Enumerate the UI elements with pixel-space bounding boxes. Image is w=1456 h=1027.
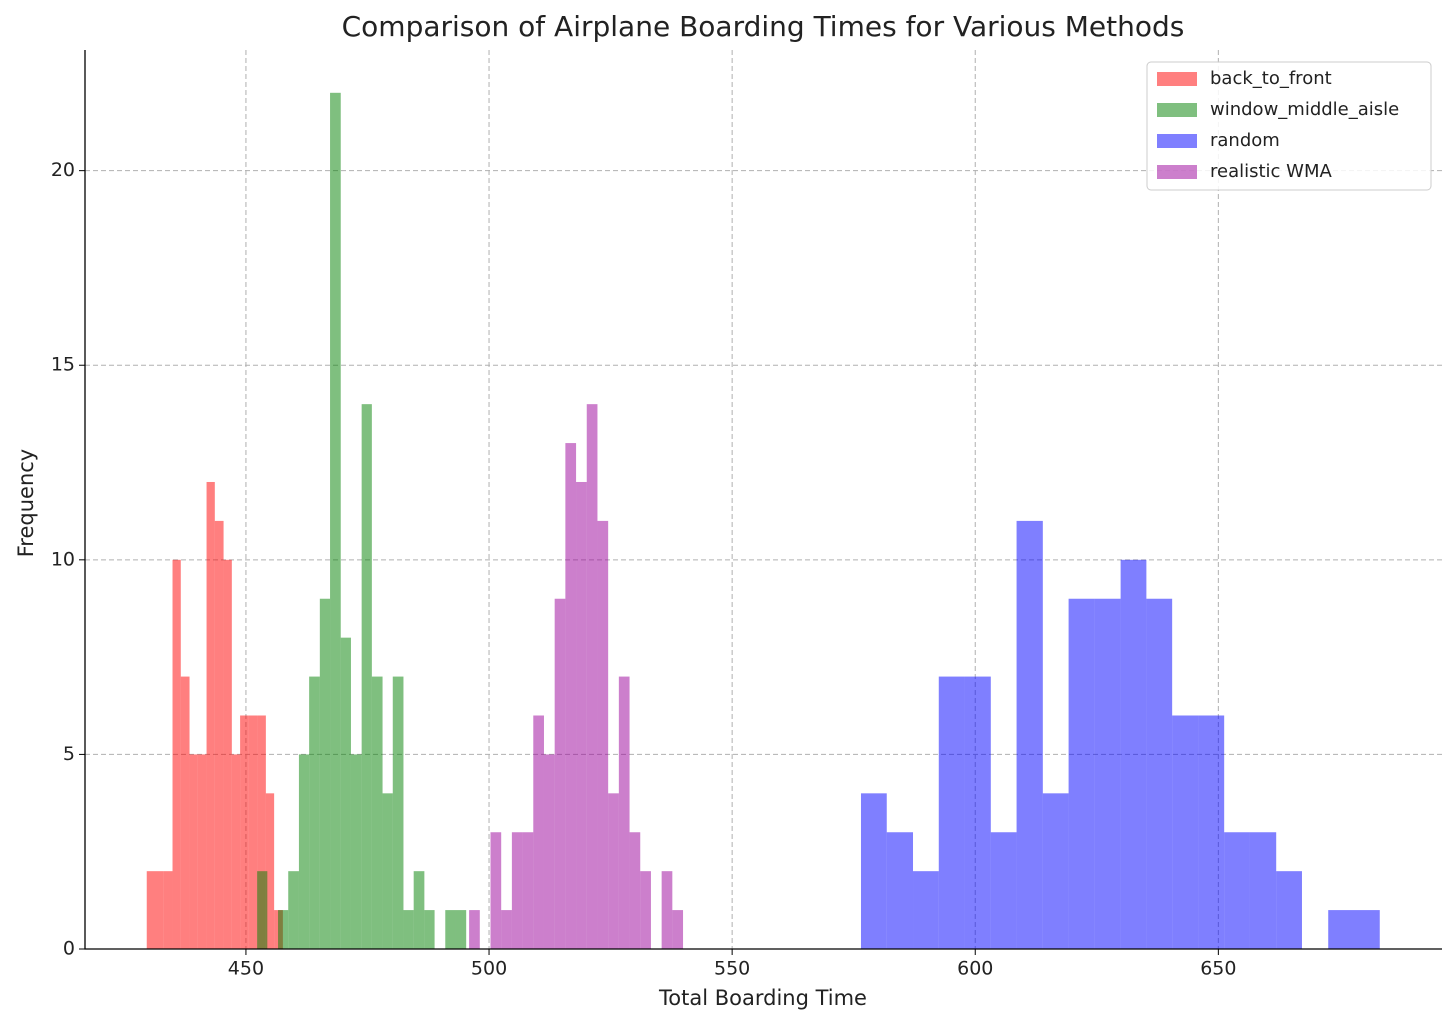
bar (424, 910, 435, 949)
bar (163, 871, 173, 949)
bar (309, 676, 320, 949)
bar (490, 832, 502, 949)
bar (265, 793, 275, 949)
axes-frame (84, 50, 1442, 950)
bar (1328, 910, 1354, 949)
x-axis-label: Total Boarding Time (658, 986, 867, 1010)
bar (586, 404, 598, 950)
y-tick-label: 5 (63, 743, 75, 765)
bar (392, 676, 404, 949)
bar (1120, 559, 1147, 949)
bar (330, 92, 341, 950)
legend-label: realistic WMA (1210, 161, 1332, 182)
bar (197, 754, 207, 949)
bar (278, 910, 289, 949)
bar (146, 871, 156, 949)
legend-box (1146, 61, 1432, 191)
bar (511, 832, 523, 949)
bar (533, 715, 544, 949)
bar (350, 754, 362, 949)
bar (913, 871, 939, 949)
y-axis-label: Frequency (14, 449, 38, 558)
bar (938, 676, 965, 949)
bar (1068, 598, 1095, 949)
y-tick-label: 10 (51, 548, 75, 570)
legend-label: random (1210, 130, 1280, 151)
bar (597, 520, 609, 949)
bar (1198, 715, 1225, 949)
bar (1353, 910, 1380, 949)
series (257, 92, 467, 950)
x-tick-label: 550 (714, 958, 750, 980)
legend-swatch (1157, 165, 1197, 179)
bar (298, 754, 310, 949)
bar (522, 832, 534, 949)
bar (223, 559, 232, 949)
bar (257, 715, 266, 949)
bar (608, 793, 619, 949)
legend-swatch (1157, 134, 1197, 148)
bar (155, 871, 164, 949)
bar (554, 598, 566, 949)
bar (288, 871, 299, 949)
x-tick-label: 450 (228, 958, 264, 980)
series (469, 404, 684, 950)
bar (445, 910, 456, 949)
bar (640, 871, 651, 949)
bar (403, 910, 414, 949)
bar (180, 676, 190, 949)
bar (1172, 715, 1199, 949)
bar (860, 793, 887, 949)
legend-label: window_middle_aisle (1210, 99, 1399, 120)
bar (629, 832, 641, 949)
y-tick-label: 0 (63, 938, 75, 960)
legend-swatch (1157, 72, 1197, 86)
bar (248, 715, 258, 949)
bar (1042, 793, 1069, 949)
x-tick-label: 500 (471, 958, 507, 980)
bar (565, 443, 577, 949)
y-tick-label: 20 (51, 159, 75, 181)
bar (501, 910, 512, 949)
bar (206, 481, 215, 949)
bar (319, 598, 331, 949)
bar (886, 832, 914, 949)
bar (469, 910, 480, 949)
legend-label: back_to_front (1210, 68, 1332, 89)
bar (214, 520, 224, 949)
bar (1224, 832, 1250, 949)
bar (172, 559, 181, 949)
bar (618, 676, 630, 949)
x-tick-label: 600 (957, 958, 993, 980)
bar (1276, 871, 1302, 949)
bar (413, 871, 425, 949)
bar (1146, 598, 1173, 949)
bar (231, 754, 241, 949)
bar (990, 832, 1017, 949)
bar (382, 793, 393, 949)
bar (1016, 520, 1043, 949)
bar (576, 481, 587, 949)
legend-swatch (1157, 103, 1197, 117)
bar (371, 676, 383, 949)
bar (1094, 598, 1121, 949)
bar (240, 715, 249, 949)
bar (672, 910, 684, 949)
chart-title: Comparison of Airplane Boarding Times fo… (342, 10, 1185, 43)
bar (189, 754, 198, 949)
x-tick-label: 650 (1200, 958, 1236, 980)
bar (455, 910, 467, 949)
y-tick-label: 15 (51, 354, 75, 376)
bar (361, 404, 372, 950)
bar (340, 637, 351, 949)
bar (964, 676, 991, 949)
bar (1249, 832, 1277, 949)
bar (543, 754, 555, 949)
bar (661, 871, 673, 949)
bar (257, 871, 268, 949)
series (860, 520, 1380, 949)
